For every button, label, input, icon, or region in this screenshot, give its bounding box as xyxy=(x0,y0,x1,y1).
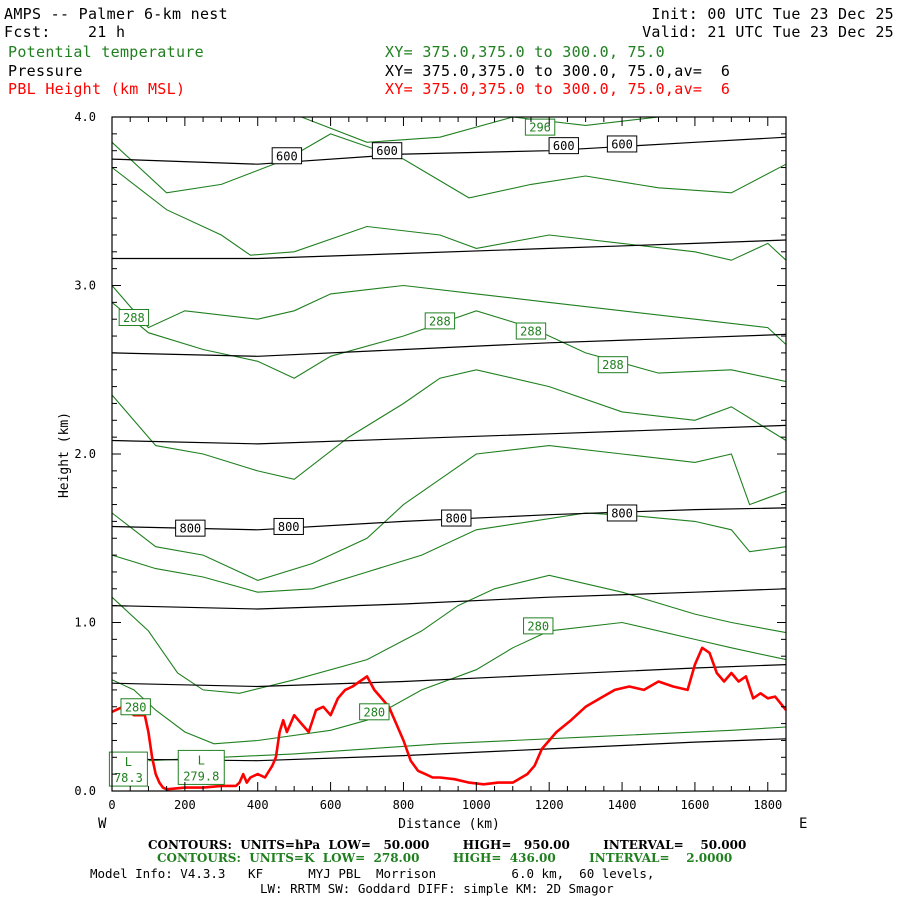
y-tick-label: 4.0 xyxy=(74,110,96,124)
contour-labels: 296 288 288 288 288 280 280 280 600 600 600 600 800 8… xyxy=(108,118,638,787)
model-info-physics: LW: RRTM SW: Goddard DIFF: simple KM: 2D… xyxy=(260,881,614,896)
theta-contour-line-9 xyxy=(111,621,787,745)
y-tick-label: 0.0 xyxy=(74,784,96,798)
x-tick-label: 1000 xyxy=(462,798,491,812)
y-tick-label: 1.0 xyxy=(74,616,96,630)
theta-label-0: 296 xyxy=(529,121,551,135)
pressure-label-3: 600 xyxy=(611,137,633,151)
y-tick-label: 3.0 xyxy=(74,279,96,293)
var2-name: Pressure xyxy=(8,62,83,80)
low-marker-box-1 xyxy=(177,749,225,785)
theta-contour-line-1 xyxy=(111,133,787,199)
app-title: AMPS -- Palmer 6-km nest xyxy=(4,5,228,23)
theta-contour-line-2 xyxy=(111,167,787,261)
var2-xy: XY= 375.0,375.0 to 300.0, 75.0,av= 6 xyxy=(385,62,731,80)
pressure-contour-line-0 xyxy=(111,136,787,165)
axes: 0 200 400 600 800 1000 1200 1400 1600 1800 0.0 1.0 2… xyxy=(74,110,787,812)
pressure-contour-line-1 xyxy=(112,239,787,260)
theta-label-box-5 xyxy=(523,617,554,635)
theta-label-box-2 xyxy=(424,312,456,330)
y-axis-title: Height (km) xyxy=(57,412,72,498)
pressure-label-5: 800 xyxy=(278,520,300,534)
pressure-label-box-0 xyxy=(271,147,303,165)
init-time: Init: 00 UTC Tue 23 Dec 25 xyxy=(651,5,894,23)
var3-name: PBL Height (km MSL) xyxy=(8,80,186,98)
theta-label-box-7 xyxy=(359,703,390,721)
y-tick-label: 2.0 xyxy=(74,447,96,461)
theta-label-box-4 xyxy=(597,356,629,374)
theta-contour-line-6 xyxy=(111,445,787,581)
theta-label-7: 280 xyxy=(363,705,385,719)
forecast-hour: Fcst: 21 h xyxy=(4,23,126,41)
pressure-contours xyxy=(111,136,787,762)
valid-time: Valid: 21 UTC Tue 23 Dec 25 xyxy=(642,23,894,41)
cross-section-chart: 296 288 288 288 288 280 280 280 600 600 600 600 800 8… xyxy=(57,110,788,830)
x-tick-label: 600 xyxy=(320,798,342,812)
x-axis-title: Distance (km) xyxy=(398,817,500,830)
theta-contour-line-8 xyxy=(111,574,787,694)
theta-label-box-1 xyxy=(118,309,150,327)
pressure-contour-line-6 xyxy=(111,664,787,688)
x-tick-label: 1400 xyxy=(608,798,637,812)
west-label: W xyxy=(98,816,107,832)
theta-label-2: 288 xyxy=(429,314,451,328)
theta-contour-line-7 xyxy=(111,512,787,593)
theta-contour-line-3 xyxy=(111,284,787,345)
pressure-label-box-6 xyxy=(441,509,472,527)
var1-xy: XY= 375.0,375.0 to 300.0, 75.0 xyxy=(385,43,665,61)
pressure-contour-line-5 xyxy=(111,588,787,610)
theta-label-4: 288 xyxy=(602,358,624,372)
theta-label-box-6 xyxy=(120,698,151,716)
pressure-label-box-5 xyxy=(273,517,304,535)
x-tick-label: 1600 xyxy=(680,798,709,812)
theta-contour-line-10 xyxy=(148,726,787,762)
theta-contours xyxy=(111,116,787,762)
pressure-label-box-7 xyxy=(606,504,638,522)
pressure-contour-line-2 xyxy=(111,333,787,357)
pbl-height-line xyxy=(111,646,788,791)
model-info: Model Info: V4.3.3 KF MYJ PBL Morrison 6… xyxy=(90,866,655,881)
pressure-contour-line-3 xyxy=(111,424,787,445)
theta-label-box-3 xyxy=(515,322,547,340)
pressure-label-box-4 xyxy=(175,519,206,537)
theta-contour-info: CONTOURS: UNITS=K LOW= 278.00 HIGH= 436.… xyxy=(157,851,733,865)
pressure-label-0: 600 xyxy=(276,149,298,163)
low-marker-letter-1: L xyxy=(198,753,205,767)
low-marker-letter-0: L xyxy=(125,755,132,769)
pressure-label-7: 800 xyxy=(611,506,633,520)
theta-label-6: 280 xyxy=(125,700,147,714)
theta-label-1: 288 xyxy=(123,311,145,325)
x-tick-label: 800 xyxy=(393,798,415,812)
x-tick-label: 1800 xyxy=(753,798,782,812)
theta-contour-line-5 xyxy=(111,369,787,480)
theta-label-box-0 xyxy=(524,118,556,136)
pbl-height-series xyxy=(111,646,788,791)
pressure-label-box-1 xyxy=(371,142,403,160)
theta-label-3: 288 xyxy=(520,324,542,338)
pressure-contour-line-4 xyxy=(111,507,787,531)
pressure-label-6: 800 xyxy=(445,512,467,526)
pressure-label-box-2 xyxy=(548,137,579,155)
pressure-label-box-3 xyxy=(606,135,638,153)
pressure-label-2: 600 xyxy=(553,139,575,153)
x-tick-label: 200 xyxy=(174,798,196,812)
var3-xy: XY= 375.0,375.0 to 300.0, 75.0,av= 6 xyxy=(385,80,731,98)
x-tick-label: 400 xyxy=(247,798,269,812)
theta-contour-line-4 xyxy=(111,301,787,383)
low-marker-value-0: 78.3 xyxy=(114,771,143,785)
theta-label-5: 280 xyxy=(527,619,549,633)
pressure-contour-info: CONTOURS: UNITS=hPa LOW= 50.000 HIGH= 95… xyxy=(148,838,747,852)
var1-name: Potential temperature xyxy=(8,43,204,61)
pressure-label-4: 800 xyxy=(179,522,201,536)
x-tick-label: 1200 xyxy=(535,798,564,812)
x-tick-label: 0 xyxy=(108,798,115,812)
pressure-contour-line-7 xyxy=(111,738,787,762)
pressure-label-1: 600 xyxy=(376,144,398,158)
east-label: E xyxy=(799,816,808,832)
low-marker-value-1: 279.8 xyxy=(183,769,219,783)
